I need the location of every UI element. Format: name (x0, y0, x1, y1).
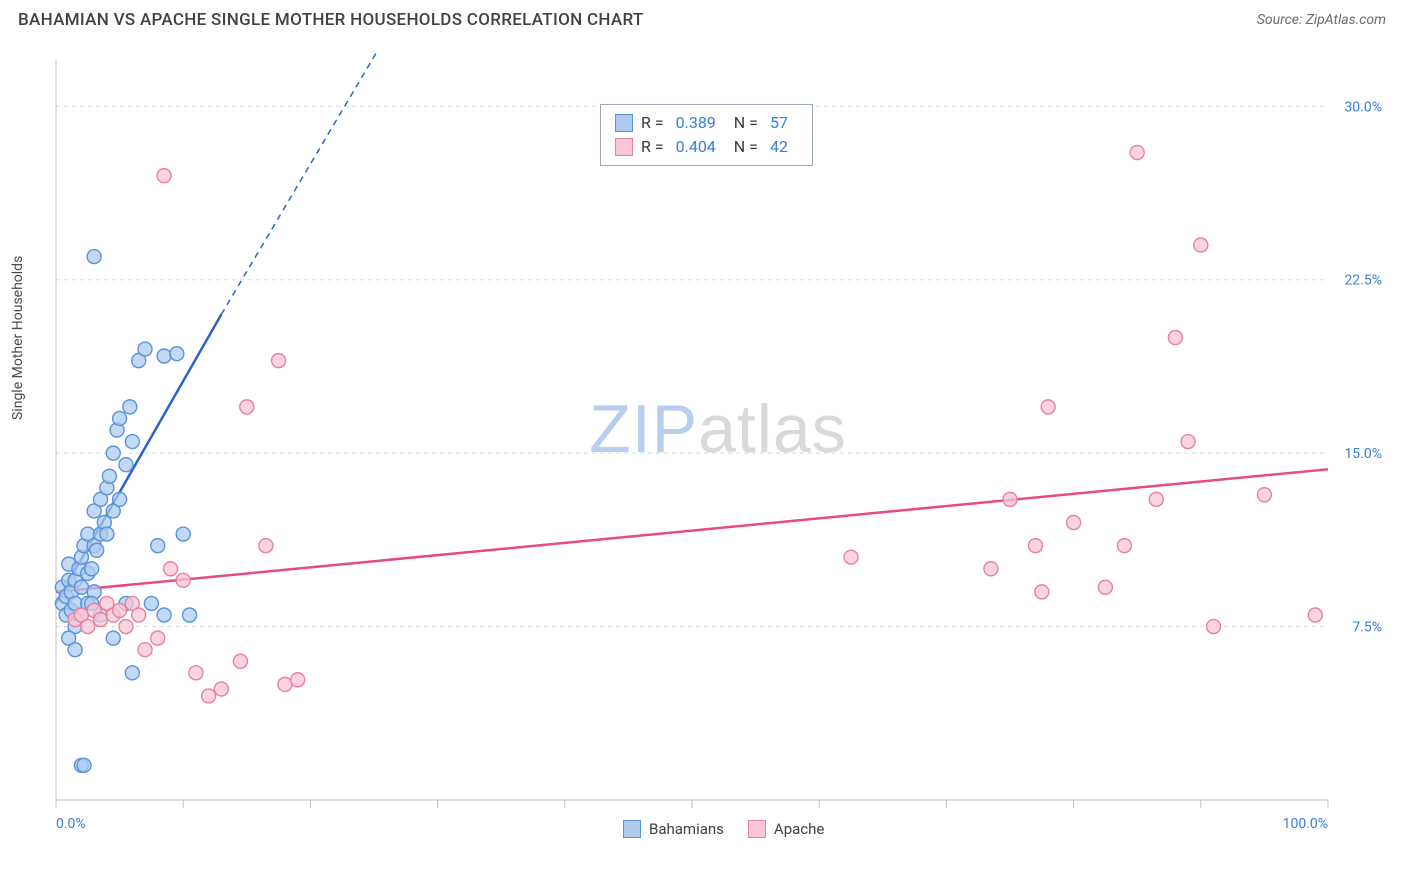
legend-row-bahamians: R = 0.389 N = 57 (615, 111, 798, 135)
svg-text:7.5%: 7.5% (1352, 620, 1382, 636)
swatch-bahamians (615, 114, 633, 132)
chart-area: 7.5%15.0%22.5%30.0%0.0%100.0% ZIPatlas R… (48, 50, 1388, 840)
header: BAHAMIAN VS APACHE SINGLE MOTHER HOUSEHO… (0, 0, 1406, 38)
legend-label-bahamians: Bahamians (649, 820, 724, 838)
r-value-bahamians: 0.389 (676, 111, 716, 135)
chart-title: BAHAMIAN VS APACHE SINGLE MOTHER HOUSEHO… (18, 10, 644, 30)
svg-text:22.5%: 22.5% (1344, 273, 1382, 289)
swatch-apache (615, 138, 633, 156)
r-label: R = (641, 111, 664, 135)
correlation-legend: R = 0.389 N = 57 R = 0.404 N = 42 (600, 104, 813, 166)
n-value-bahamians: 57 (770, 111, 788, 135)
scatter-chart: 7.5% 15.0% 22.5% 30.0% 0.0% 100.0% (48, 50, 1388, 840)
series-legend: Bahamians Apache (623, 820, 824, 838)
source-attribution: Source: ZipAtlas.com (1257, 12, 1386, 28)
svg-text:30.0%: 30.0% (1344, 99, 1382, 115)
swatch-bahamians (623, 820, 641, 838)
n-label: N = (734, 111, 758, 135)
svg-text:15.0%: 15.0% (1344, 446, 1382, 462)
r-label: R = (641, 135, 664, 159)
swatch-apache (748, 820, 766, 838)
r-value-apache: 0.404 (676, 135, 716, 159)
n-value-apache: 42 (770, 135, 788, 159)
legend-label-apache: Apache (774, 820, 824, 838)
legend-item-apache: Apache (748, 820, 824, 838)
n-label: N = (734, 135, 758, 159)
y-axis-label: Single Mother Households (10, 256, 26, 420)
svg-text:0.0%: 0.0% (56, 816, 86, 832)
legend-item-bahamians: Bahamians (623, 820, 724, 838)
legend-row-apache: R = 0.404 N = 42 (615, 135, 798, 159)
svg-text:100.0%: 100.0% (1283, 816, 1328, 832)
